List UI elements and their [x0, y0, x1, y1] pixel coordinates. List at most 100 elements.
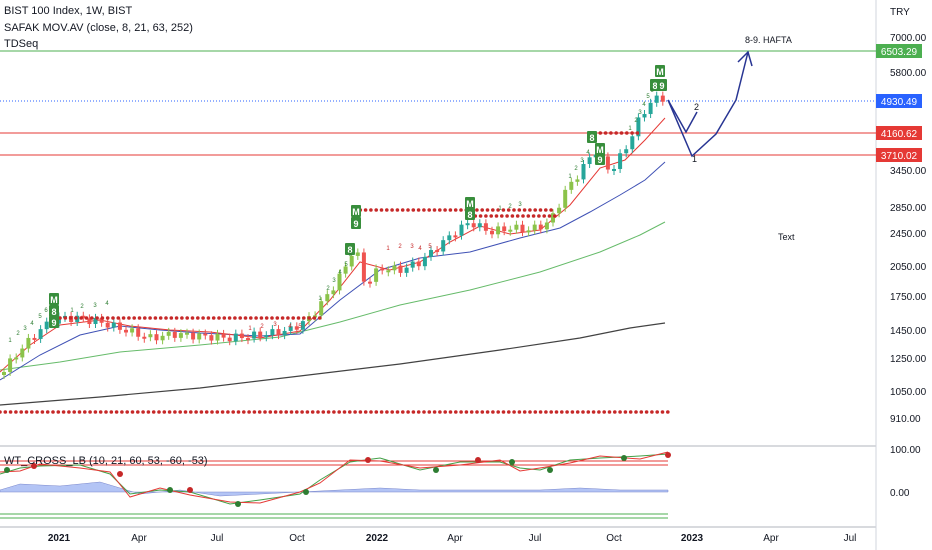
- td-badge-label: 9: [353, 219, 358, 229]
- td-resistance-dots: [121, 316, 126, 320]
- candle-body: [441, 240, 446, 252]
- candle-body: [612, 168, 616, 171]
- wt-cross-legend[interactable]: WT_CROSS_LB (10, 21, 60, 53, -60, -53): [4, 455, 208, 467]
- td-support-dots: [512, 410, 516, 414]
- price-tag-box: [876, 126, 922, 140]
- wt-cross-dot: [547, 467, 553, 473]
- candle-body: [233, 333, 238, 342]
- td-resistance-dots: [249, 316, 253, 320]
- td-resistance-dots: [84, 316, 89, 320]
- td-resistance-dots: [153, 316, 158, 320]
- td-support-dots: [67, 410, 71, 414]
- candle-body: [380, 268, 385, 271]
- td-support-dots: [655, 410, 659, 414]
- td-resistance-dots: [180, 316, 184, 320]
- candle-body: [410, 261, 415, 268]
- td-support-dots: [586, 410, 591, 414]
- td-badge-label: 8: [652, 81, 657, 91]
- candle-body: [465, 223, 470, 226]
- candle-body: [319, 301, 324, 316]
- td-count-number: 6: [348, 252, 352, 258]
- td-count-number: 3: [518, 202, 522, 208]
- candle-body: [331, 290, 336, 295]
- td-support-dots: [189, 410, 193, 414]
- candle-body: [557, 207, 562, 214]
- td-count-number: 4: [288, 324, 292, 330]
- td-resistance-dots: [544, 208, 548, 212]
- candle-body: [538, 224, 543, 230]
- candle-body: [282, 330, 287, 336]
- td-support-dots: [178, 410, 182, 414]
- td-support-dots: [348, 410, 352, 414]
- td-count-number: 2: [326, 286, 330, 292]
- price-tick-label: 2450.00: [890, 229, 927, 240]
- td-support-dots: [104, 410, 108, 414]
- price-tick-label: 1250.00: [890, 354, 927, 365]
- td-resistance-dots: [526, 214, 531, 218]
- candle-body: [447, 235, 452, 241]
- td-resistance-dots: [416, 208, 421, 212]
- td-badge-label: 8: [589, 133, 594, 143]
- td-resistance-dots: [537, 214, 541, 218]
- ma-indicator-legend[interactable]: SAFAK MOV.AV (close, 8, 21, 63, 252): [4, 22, 193, 34]
- td-resistance-dots: [369, 208, 373, 212]
- price-tag-label: 6503.29: [881, 47, 918, 58]
- target-label: 8-9. HAFTA: [745, 35, 792, 45]
- td-support-dots: [438, 410, 442, 414]
- td-support-dots: [332, 410, 336, 414]
- candle-body: [239, 333, 244, 339]
- td-badge-label: 9: [597, 155, 602, 165]
- td-resistance-dots: [625, 131, 629, 135]
- candle-body: [386, 270, 391, 273]
- time-axis-label: 2023: [681, 533, 704, 544]
- td-support-dots: [374, 410, 379, 414]
- candle-body: [526, 230, 531, 233]
- ma252-line: [0, 322, 666, 406]
- candle-body: [185, 332, 189, 335]
- td-resistance-dots: [116, 316, 121, 320]
- candle-body: [514, 224, 519, 230]
- symbol-legend[interactable]: BIST 100 Index, 1W, BIST: [4, 5, 133, 17]
- td-resistance-dots: [630, 131, 634, 135]
- td-badge: [49, 305, 59, 317]
- td-support-dots: [650, 410, 654, 414]
- td-support-dots: [0, 410, 2, 414]
- td-resistance-dots: [531, 214, 536, 218]
- td-resistance-dots: [317, 316, 322, 320]
- wt-tick-label: 100.00: [890, 445, 921, 456]
- td-support-dots: [581, 410, 585, 414]
- td-support-dots: [300, 410, 304, 414]
- candle-body: [520, 224, 525, 233]
- text-annotation: Text: [778, 232, 795, 242]
- td-resistance-dots: [264, 316, 269, 320]
- tdseq-indicator-legend[interactable]: TDSeq: [4, 38, 39, 50]
- td-support-dots: [194, 410, 198, 414]
- td-resistance-dots: [238, 316, 242, 320]
- td-support-dots: [597, 410, 601, 414]
- candle-body: [117, 322, 122, 330]
- td-resistance-dots: [521, 214, 525, 218]
- candle-body: [422, 256, 427, 267]
- td-support-dots: [432, 410, 437, 414]
- td-resistance-dots: [379, 208, 384, 212]
- td-count-number: 5: [298, 324, 302, 330]
- td-support-dots: [358, 410, 363, 414]
- td-resistance-dots: [291, 316, 296, 320]
- candle-body: [221, 333, 226, 338]
- td-resistance-dots: [609, 131, 613, 135]
- td-resistance-dots: [185, 316, 189, 320]
- td-badge-label: M: [50, 295, 58, 305]
- candle-body: [32, 337, 37, 340]
- td-resistance-dots: [148, 316, 152, 320]
- td-support-dots: [549, 410, 553, 414]
- candle-body: [44, 321, 49, 330]
- td-support-dots: [554, 410, 559, 414]
- td-resistance-dots: [603, 131, 608, 135]
- candle-body: [142, 336, 147, 339]
- td-resistance-dots: [254, 316, 258, 320]
- td-badge-label: M: [656, 67, 664, 77]
- td-count-number: 5: [38, 314, 42, 320]
- td-count-number: 1: [248, 326, 252, 332]
